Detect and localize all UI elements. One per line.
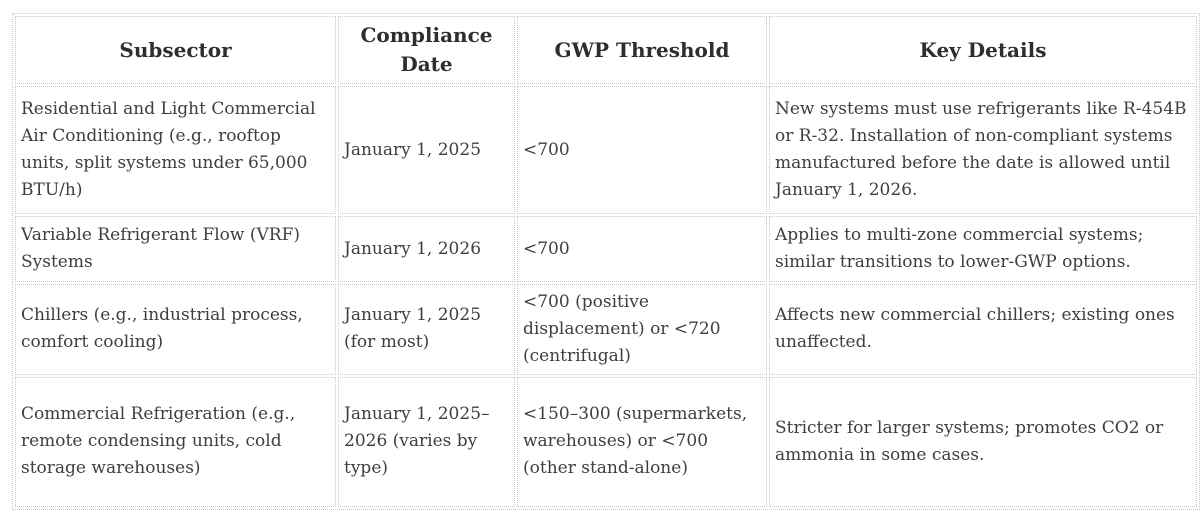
cell-gwp-threshold: <150–300 (supermarkets, warehouses) or <…: [517, 376, 767, 507]
cell-gwp-threshold: <700: [517, 216, 767, 282]
column-header-compliance-date: Compliance Date: [338, 16, 515, 84]
table-header: Subsector Compliance Date GWP Threshold …: [15, 16, 1197, 84]
header-row: Subsector Compliance Date GWP Threshold …: [15, 16, 1197, 84]
table-row: Residential and Light Commercial Air Con…: [15, 86, 1197, 214]
cell-subsector: Chillers (e.g., industrial process, comf…: [15, 284, 336, 375]
cell-gwp-threshold: <700: [517, 86, 767, 214]
table-row: Chillers (e.g., industrial process, comf…: [15, 284, 1197, 375]
cell-key-details: Stricter for larger systems; promotes CO…: [769, 376, 1197, 507]
cell-compliance-date: January 1, 2025: [338, 86, 515, 214]
column-header-key-details: Key Details: [769, 16, 1197, 84]
cell-key-details: Affects new commercial chillers; existin…: [769, 284, 1197, 375]
table-body: Residential and Light Commercial Air Con…: [15, 86, 1197, 507]
table-row: Commercial Refrigeration (e.g., remote c…: [15, 376, 1197, 507]
cell-gwp-threshold: <700 (positive displacement) or <720 (ce…: [517, 284, 767, 375]
cell-subsector: Residential and Light Commercial Air Con…: [15, 86, 336, 214]
cell-compliance-date: January 1, 2025 (for most): [338, 284, 515, 375]
cell-compliance-date: January 1, 2025–2026 (varies by type): [338, 376, 515, 507]
cell-key-details: Applies to multi-zone commercial systems…: [769, 216, 1197, 282]
cell-subsector: Variable Refrigerant Flow (VRF) Systems: [15, 216, 336, 282]
column-header-subsector: Subsector: [15, 16, 336, 84]
cell-key-details: New systems must use refrigerants like R…: [769, 86, 1197, 214]
table-row: Variable Refrigerant Flow (VRF) Systems J…: [15, 216, 1197, 282]
column-header-gwp-threshold: GWP Threshold: [517, 16, 767, 84]
cell-compliance-date: January 1, 2026: [338, 216, 515, 282]
compliance-table: Subsector Compliance Date GWP Threshold …: [12, 13, 1200, 510]
cell-subsector: Commercial Refrigeration (e.g., remote c…: [15, 376, 336, 507]
